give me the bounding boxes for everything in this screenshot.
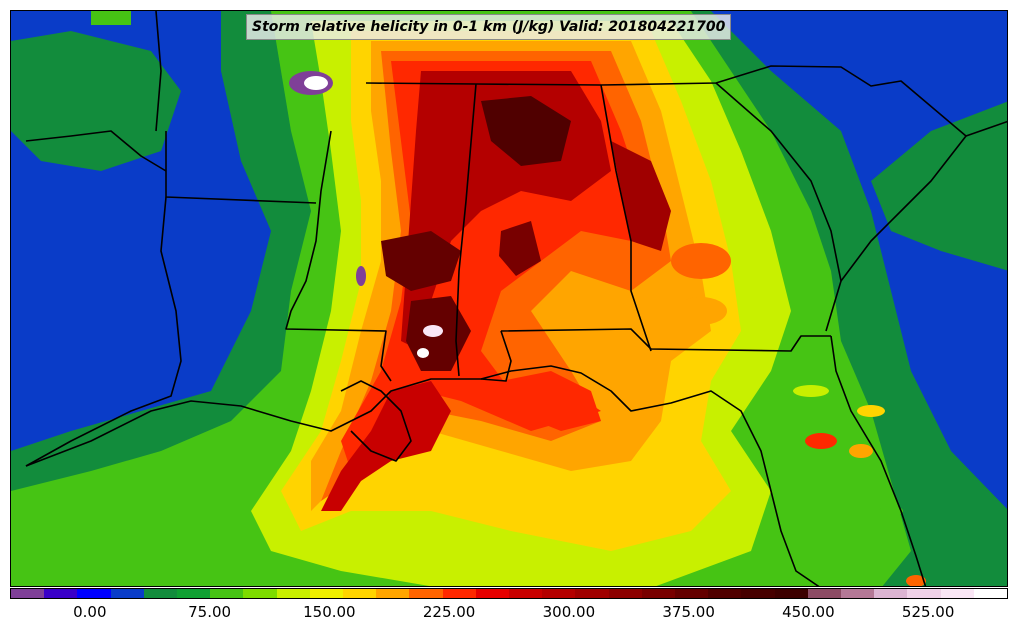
colorbar [10,588,1008,599]
colorbar-swatch [143,589,178,598]
state-borders [25,11,1007,586]
field-darkred-2 [611,141,671,251]
field-green-left [11,31,181,171]
colorbar-swatch [376,589,410,598]
field-green-ne [871,101,1007,271]
colorbar-swatch [608,589,642,598]
field-extreme-2 [417,348,429,358]
colorbar-swatch [110,589,144,598]
field-red-gulf [501,371,601,431]
colorbar-swatch [343,589,377,598]
field-maroon-3 [481,96,571,166]
colorbar-tick-label: 375.00 [662,603,715,621]
colorbar-swatch [741,589,775,598]
colorbar-swatch [276,589,310,598]
field-maroon-1 [381,231,461,291]
colorbar-swatch [11,589,45,598]
colorbar-tick-label: 525.00 [901,603,955,621]
colorbar-swatch [542,589,576,598]
colorbar-swatch [77,589,111,598]
colorbar-swatch [442,589,476,598]
colorbar-swatch [243,589,277,598]
colorbar-swatch [641,589,676,598]
colorbar-tick-label: 300.00 [542,603,596,621]
colorbar-swatch [177,589,211,598]
colorbar-swatch [907,589,941,598]
map-title: Storm relative helicity in 0-1 km (J/kg)… [246,14,732,40]
field-cells-east [671,243,926,586]
colorbar-swatch [675,589,709,598]
colorbar-swatch [774,589,808,598]
map-panel [10,10,1008,587]
colorbar-swatch [44,589,78,598]
colorbar-swatch [708,589,742,598]
colorbar-swatch [575,589,609,598]
colorbar-tick-label: 75.00 [188,603,232,621]
field-extreme-5 [356,266,366,286]
field-extreme-1 [423,325,443,337]
colorbar-swatch [940,589,974,598]
colorbar-swatch [409,589,443,598]
field-lightgreen-top [91,11,131,25]
colorbar-swatch [210,589,244,598]
field-darkred-3 [321,381,451,511]
field-maroon-4 [499,221,541,276]
colorbar-tick-label: 225.00 [422,603,476,621]
colorbar-ticks: 0.00 75.00 150.00 225.00 300.00 375.00 450.00 5… [10,600,1008,630]
colorbar-swatch [309,589,344,598]
helicity-map [11,11,1007,586]
colorbar-swatch [475,589,510,598]
colorbar-tick-label: 150.00 [303,603,356,621]
colorbar-swatch [841,589,875,598]
colorbar-swatch [807,589,842,598]
colorbar-swatch [973,589,1008,598]
field-extreme-4 [304,76,328,90]
colorbar-swatch [509,589,543,598]
colorbar-tick-label: 0.00 [73,603,107,621]
colorbar-tick-label: 450.00 [782,603,835,621]
colorbar-swatch [874,589,908,598]
